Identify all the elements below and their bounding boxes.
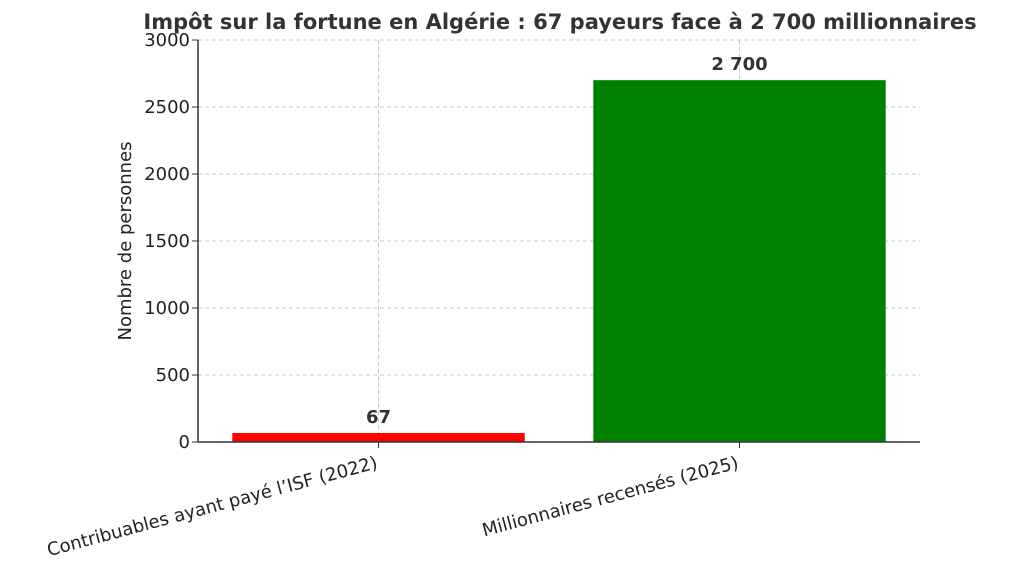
x-tick-label: Millionnaires recensés (2025) — [480, 453, 741, 542]
x-axis-ticks: Contribuables ayant payé l’ISF (2022) Mil… — [45, 442, 741, 561]
y-tick-label: 1000 — [144, 298, 190, 319]
y-tick-label: 500 — [156, 365, 190, 386]
y-tick-label: 2000 — [144, 164, 190, 185]
bars — [232, 80, 886, 442]
chart-title: Impôt sur la fortune en Algérie : 67 pay… — [143, 10, 976, 34]
x-tick-label: Contribuables ayant payé l’ISF (2022) — [45, 453, 380, 562]
bar-value-label: 67 — [366, 407, 391, 428]
y-axis-ticks: 0 500 1000 1500 2000 2500 3000 — [144, 30, 198, 453]
bar-value-label: 2 700 — [711, 54, 767, 75]
y-tick-label: 2500 — [144, 97, 190, 118]
bar — [593, 80, 886, 442]
y-tick-label: 1500 — [144, 231, 190, 252]
data-labels: 67 2 700 — [366, 54, 768, 428]
y-tick-label: 3000 — [144, 30, 190, 51]
bar — [232, 433, 525, 442]
y-axis-label: Nombre de personnes — [115, 141, 136, 340]
y-tick-label: 0 — [179, 432, 190, 453]
